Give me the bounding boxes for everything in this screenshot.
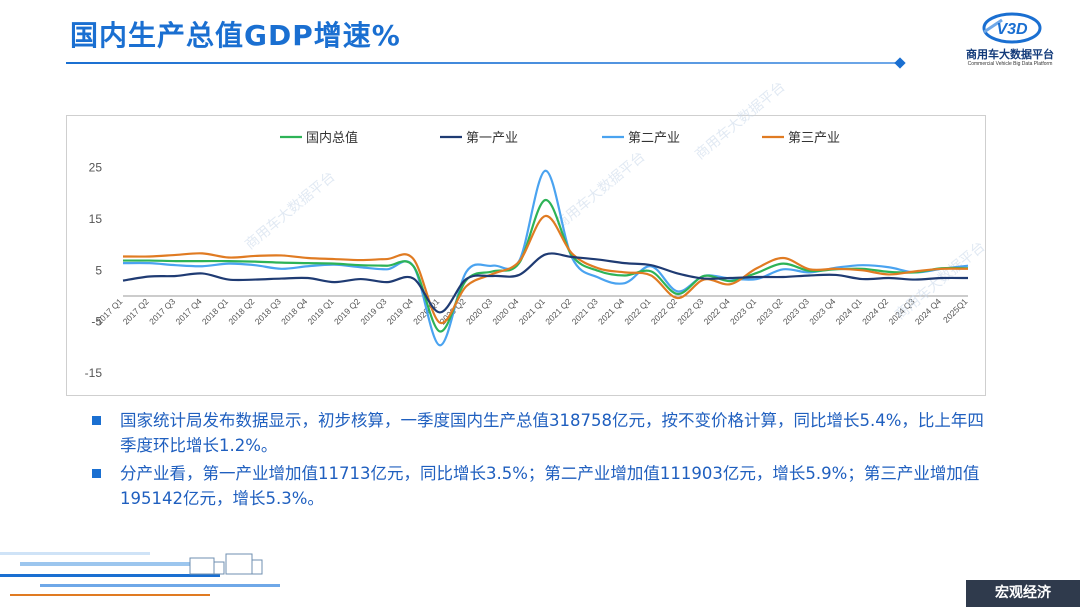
- legend-label: 国内总值: [306, 130, 358, 146]
- x-tick-label: 2022 Q4: [702, 296, 732, 326]
- legend-label: 第三产业: [788, 131, 840, 146]
- x-tick-label: 2023 Q4: [807, 296, 837, 326]
- x-tick-label: 2019 Q1: [306, 296, 336, 326]
- y-tick-label: 25: [89, 161, 103, 175]
- x-tick-label: 2017 Q4: [173, 296, 203, 326]
- gdp-chart-frame: [66, 115, 986, 396]
- bullet-square-icon: [92, 416, 101, 425]
- x-tick-label: 2023 Q3: [781, 296, 811, 326]
- section-tag: 宏观经济: [966, 580, 1080, 607]
- series-line: [122, 214, 969, 324]
- y-tick-label: -5: [91, 315, 102, 329]
- y-tick-label: 15: [89, 212, 103, 226]
- x-tick-label: 2020 Q4: [490, 296, 520, 326]
- x-tick-label: 2019 Q3: [358, 296, 388, 326]
- x-tick-label: 2022 Q3: [675, 296, 705, 326]
- x-tick-label: 2021 Q4: [596, 296, 626, 326]
- x-tick-label: 2025Q1: [941, 296, 970, 325]
- bullet-square-icon: [92, 469, 101, 478]
- x-tick-label: 2018 Q3: [253, 296, 283, 326]
- logo-english-name: Commercial Vehicle Big Data Platform: [967, 61, 1053, 67]
- x-tick-label: 2024 Q1: [834, 296, 864, 326]
- y-tick-label: -15: [85, 366, 103, 380]
- x-tick-label: 2022 Q1: [622, 296, 652, 326]
- x-tick-label: 2019 Q2: [332, 296, 362, 326]
- watermark-text: 商用车大数据平台: [692, 78, 789, 163]
- x-tick-label: 2018 Q4: [279, 296, 309, 326]
- legend-label: 第二产业: [628, 131, 680, 146]
- x-tick-label: 2017 Q3: [147, 296, 177, 326]
- x-tick-label: 2022 Q2: [649, 296, 679, 326]
- bullet-text: 分产业看，第一产业增加值11713亿元，同比增长3.5%；第二产业增加值1119…: [120, 464, 980, 508]
- x-tick-label: 2023 Q2: [754, 296, 784, 326]
- x-tick-label: 2017 Q1: [94, 296, 124, 326]
- watermark-text: 商用车大数据平台: [552, 148, 649, 233]
- x-tick-label: 2021 Q2: [543, 296, 573, 326]
- page-title: 国内生产总值GDP增速%: [70, 19, 401, 52]
- title-underline: [66, 62, 902, 64]
- bullet-text: 国家统计局发布数据显示，初步核算，一季度国内生产总值318758亿元，按不变价格…: [120, 411, 984, 455]
- v3d-logo-icon: V3D: [982, 12, 1042, 44]
- x-tick-label: 2023 Q1: [728, 296, 758, 326]
- x-tick-label: 2020 Q3: [464, 296, 494, 326]
- series-line: [122, 252, 969, 314]
- trucks-decoration: [0, 552, 280, 596]
- summary-bullets: 国家统计局发布数据显示，初步核算，一季度国内生产总值318758亿元，按不变价格…: [92, 408, 992, 514]
- x-tick-label: 2018 Q2: [226, 296, 256, 326]
- x-tick-label: 2018 Q1: [200, 296, 230, 326]
- legend-label: 第一产业: [466, 131, 518, 146]
- x-tick-label: 2019 Q4: [385, 296, 415, 326]
- x-tick-label: 2024 Q2: [860, 296, 890, 326]
- x-tick-label: 2017 Q2: [121, 296, 151, 326]
- bullet-item: 分产业看，第一产业增加值11713亿元，同比增长3.5%；第二产业增加值1119…: [92, 461, 992, 511]
- bullet-item: 国家统计局发布数据显示，初步核算，一季度国内生产总值318758亿元，按不变价格…: [92, 408, 992, 458]
- platform-logo: V3D 商用车大数据平台 Commercial Vehicle Big Data…: [960, 10, 1060, 70]
- y-tick-label: 5: [95, 263, 102, 277]
- logo-chinese-name: 商用车大数据平台: [966, 48, 1054, 61]
- x-tick-label: 2021 Q1: [517, 296, 547, 326]
- logo-mark-text: V3D: [996, 21, 1028, 38]
- x-tick-label: 2021 Q3: [570, 296, 600, 326]
- watermark-text: 商用车大数据平台: [892, 238, 989, 323]
- watermark-text: 商用车大数据平台: [242, 168, 339, 253]
